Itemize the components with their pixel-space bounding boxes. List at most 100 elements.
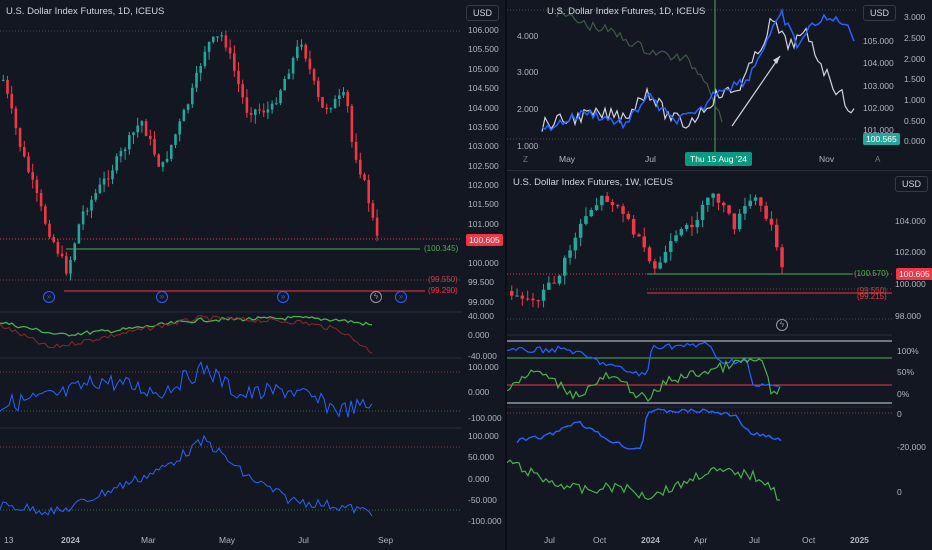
left-candle xyxy=(224,35,228,48)
time-tick: 13 xyxy=(4,535,14,545)
left-candle xyxy=(165,158,169,162)
left-candle xyxy=(60,253,64,257)
bottom-right-chart-canvas[interactable] xyxy=(507,171,932,550)
left-candle xyxy=(317,80,320,98)
weekly-candle xyxy=(711,193,715,198)
left-candle xyxy=(52,237,55,243)
event-forward-icon[interactable]: » xyxy=(156,291,168,303)
time-tick: Apr xyxy=(694,535,708,545)
left-candle xyxy=(220,35,223,37)
left-candle xyxy=(18,128,22,147)
left-candle xyxy=(245,97,249,113)
event-flash-icon[interactable]: ϟ xyxy=(776,319,788,331)
osc2-tick: 0.000 xyxy=(468,387,490,397)
top-right-chart-pane[interactable]: U.S. Dollar Index Futures, 1D, ICEUS USD… xyxy=(507,0,932,170)
left-candle xyxy=(258,109,261,111)
left-currency-button[interactable]: USD xyxy=(466,5,500,21)
bottom-right-chart-pane[interactable]: U.S. Dollar Index Futures, 1W, ICEUS USD… xyxy=(507,171,932,550)
time-tick: Mar xyxy=(141,535,156,545)
right-scale-tick: 1.000 xyxy=(904,95,926,105)
bottom-right-currency-button[interactable]: USD xyxy=(895,176,929,192)
osc3-tick: -50.000 xyxy=(468,495,497,505)
left-candle xyxy=(35,179,39,194)
last-price-tag: 100.605 xyxy=(896,268,932,280)
top-right-chart-canvas[interactable] xyxy=(507,0,932,170)
left-scale-tick: 3.000 xyxy=(517,67,539,77)
left-candle xyxy=(287,73,291,80)
zoom-toggle-icon[interactable]: Z xyxy=(523,155,528,164)
left-candle xyxy=(342,91,345,96)
price-tick: 101.000 xyxy=(863,125,894,135)
event-forward-icon[interactable]: » xyxy=(395,291,407,303)
time-tick: Nov xyxy=(819,154,835,164)
time-tick: May xyxy=(219,535,236,545)
last-price-tag: 100.605 xyxy=(466,234,503,246)
left-candle xyxy=(254,109,257,115)
price-tick: 105.000 xyxy=(468,64,499,74)
osc3-line xyxy=(507,459,781,501)
weekly-candle xyxy=(658,262,662,269)
pane-divider[interactable] xyxy=(505,0,507,550)
support-level-label: (100.345) xyxy=(424,244,459,253)
left-chart-title: U.S. Dollar Index Futures, 1D, ICEUS xyxy=(6,6,165,17)
left-candle xyxy=(27,156,30,173)
left-candle xyxy=(291,58,295,74)
left-candle xyxy=(249,112,253,115)
left-candle xyxy=(186,104,190,110)
weekly-candle xyxy=(525,298,530,300)
left-candle xyxy=(44,206,47,224)
weekly-candle xyxy=(700,204,705,220)
weekly-candle xyxy=(769,218,774,225)
osc2-tick: -100.000 xyxy=(468,413,502,423)
left-candle xyxy=(275,103,278,105)
left-candle xyxy=(6,79,9,94)
left-chart-canvas[interactable] xyxy=(0,0,505,550)
weekly-candle xyxy=(637,234,641,237)
event-forward-icon[interactable]: » xyxy=(277,291,289,303)
weekly-candle xyxy=(684,224,689,229)
left-candle xyxy=(333,98,337,109)
left-candle xyxy=(90,199,93,211)
event-flash-icon[interactable]: ϟ xyxy=(370,291,382,303)
weekly-candle xyxy=(563,257,567,276)
right-scale-tick: 0.000 xyxy=(904,136,926,146)
weekly-candle xyxy=(520,295,525,299)
price-tick: 102.500 xyxy=(468,161,499,171)
price-tick: 99.500 xyxy=(468,277,494,287)
event-forward-icon[interactable]: » xyxy=(43,291,55,303)
weekly-candle xyxy=(743,206,747,214)
time-tick: Jul xyxy=(749,535,760,545)
left-scale-tick: 2.000 xyxy=(517,104,539,114)
left-chart-pane[interactable]: U.S. Dollar Index Futures, 1D, ICEUS USD… xyxy=(0,0,505,550)
support-level-label: (100.570) xyxy=(854,269,889,278)
left-candle xyxy=(216,36,219,38)
top-right-currency-button[interactable]: USD xyxy=(863,5,897,21)
osc1-tick: -40.000 xyxy=(468,351,497,361)
left-candle xyxy=(233,53,236,71)
weekly-candle xyxy=(764,205,768,219)
weekly-candle xyxy=(610,201,615,206)
left-candle xyxy=(174,134,177,145)
osc1-tick: 50% xyxy=(897,367,915,377)
left-candle xyxy=(199,66,202,73)
left-candle xyxy=(153,139,156,155)
left-candle xyxy=(308,58,312,70)
left-candle xyxy=(371,203,375,218)
right-pane-divider[interactable] xyxy=(507,170,932,171)
right-scale-tick: 1.500 xyxy=(904,74,926,84)
osc1-signal xyxy=(0,315,373,354)
osc2-line xyxy=(516,408,782,450)
weekly-candle xyxy=(690,224,694,228)
left-candle xyxy=(140,121,144,126)
osc1-line xyxy=(0,315,373,337)
osc3-tick: 50.000 xyxy=(468,452,494,462)
osc1-tick: 100% xyxy=(897,346,919,356)
price-tick: 101.500 xyxy=(468,199,499,209)
left-candle xyxy=(107,178,110,180)
weekly-candle xyxy=(621,206,625,214)
left-candle xyxy=(39,193,43,207)
left-candle xyxy=(367,179,370,204)
auto-scale-icon[interactable]: A xyxy=(875,155,881,164)
price-tick: 103.500 xyxy=(468,122,499,132)
left-candle xyxy=(228,47,232,54)
